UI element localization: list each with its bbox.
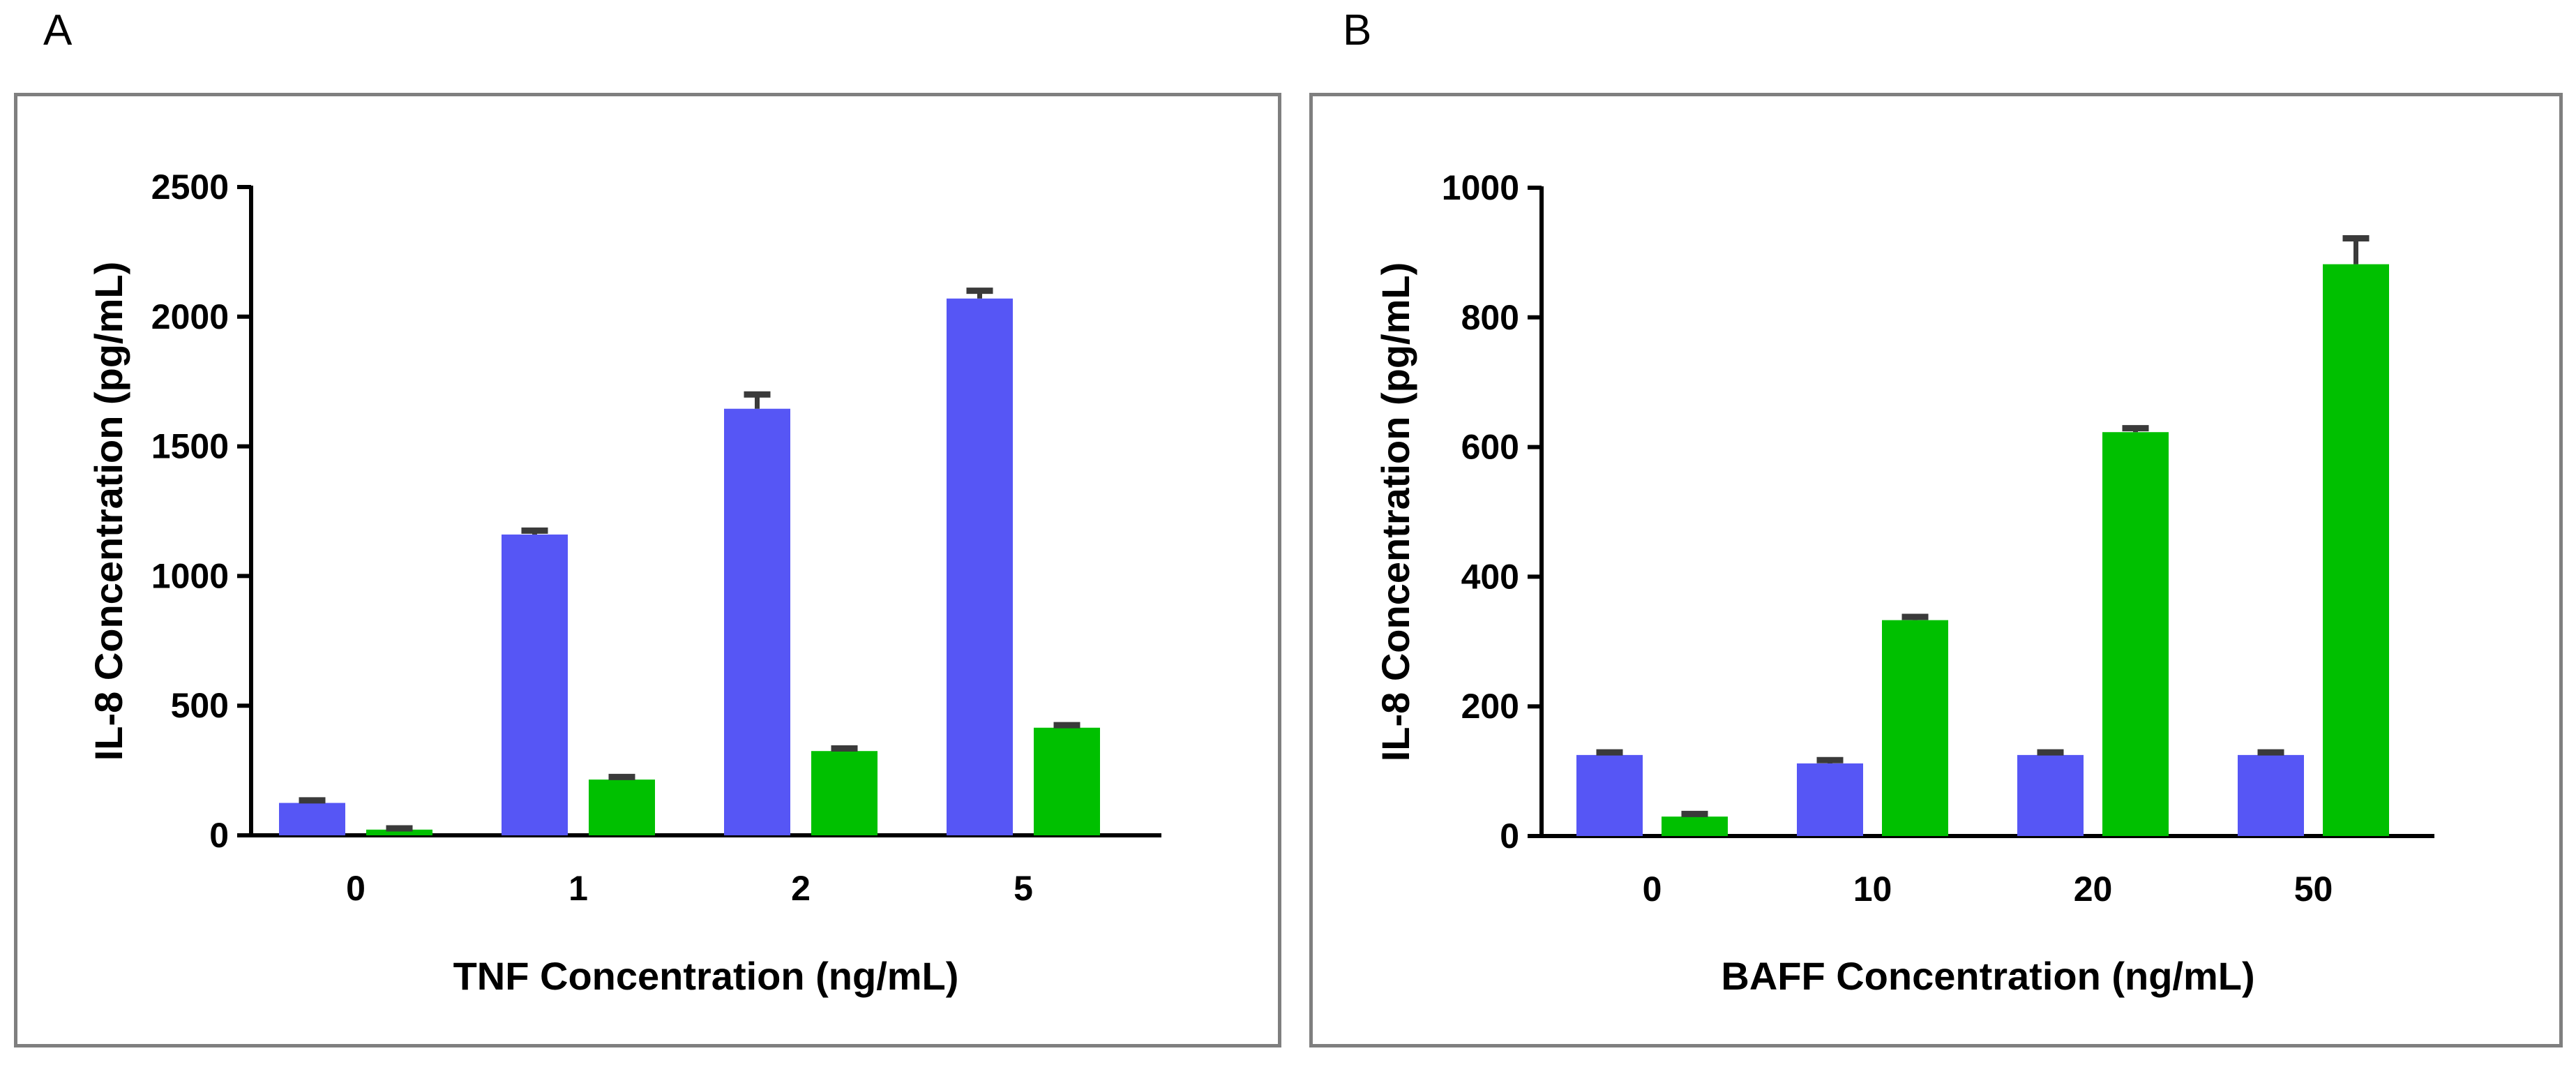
- x-axis-label: TNF Concentration (ng/mL): [453, 954, 959, 998]
- x-tick-label: 2: [791, 869, 811, 908]
- bar-series-2-0: [1662, 816, 1728, 836]
- panel-b: 0 200 400 600 800 1000 0 10 20 50 IL-8 Concentrat…: [1309, 93, 2563, 1047]
- bar-series-2-50: [2323, 264, 2389, 836]
- x-tick-label: 5: [1014, 869, 1033, 908]
- bar-series-1-50: [2238, 754, 2304, 836]
- x-axis-label: BAFF Concentration (ng/mL): [1721, 954, 2254, 998]
- y-tick-label: 2500: [151, 167, 229, 207]
- panel-a-letter: A: [43, 6, 73, 54]
- y-tick-label: 200: [1461, 687, 1519, 726]
- panel-b-letter: B: [1343, 6, 1372, 54]
- x-tick-label: 10: [1853, 870, 1892, 909]
- x-tick-label: 0: [1643, 870, 1662, 909]
- y-tick-label: 600: [1461, 428, 1519, 467]
- chart-a: 0 500 1000 1500 2000 2500 0 1 2 5 IL-8 Concentrat…: [86, 167, 1161, 998]
- bar-series-2-1: [589, 780, 655, 835]
- x-tick-label: 0: [346, 869, 366, 908]
- y-tick-label: 1000: [1442, 168, 1519, 207]
- bar-series-2-10: [1882, 620, 1948, 836]
- bar-series-1-5: [947, 298, 1013, 836]
- y-tick-label: 1500: [151, 427, 229, 466]
- bar-series-2-20: [2102, 432, 2169, 836]
- x-tick-label: 50: [2294, 870, 2333, 909]
- y-axis-label: IL-8 Concentration (pg/mL): [1373, 262, 1417, 762]
- bar-series-2-5: [1034, 727, 1100, 835]
- bar-series-2-0: [366, 829, 432, 835]
- x-tick-label: 1: [568, 869, 588, 908]
- y-tick-label: 0: [1500, 816, 1519, 856]
- y-tick-label: 500: [171, 686, 229, 725]
- bar-series-1-0: [1576, 754, 1643, 836]
- bar-series-1-10: [1797, 763, 1863, 836]
- bar-series-2-2: [811, 751, 878, 835]
- y-tick-label: 400: [1461, 557, 1519, 596]
- y-axis-label: IL-8 Concentration (pg/mL): [86, 262, 130, 761]
- y-tick-label: 1000: [151, 556, 229, 595]
- x-tick-label: 20: [2074, 870, 2113, 909]
- chart-b: 0 200 400 600 800 1000 0 10 20 50 IL-8 Concentrat…: [1373, 168, 2434, 998]
- y-tick-label: 800: [1461, 298, 1519, 337]
- panel-a: 0 500 1000 1500 2000 2500 0 1 2 5 IL-8 Concentrat…: [14, 93, 1281, 1047]
- y-tick-label: 2000: [151, 297, 229, 336]
- bar-series-1-20: [2017, 754, 2084, 836]
- y-tick-label: 0: [209, 816, 229, 855]
- bar-series-1-0: [279, 803, 345, 835]
- bar-series-1-1: [502, 534, 568, 835]
- bar-series-1-2: [724, 408, 790, 835]
